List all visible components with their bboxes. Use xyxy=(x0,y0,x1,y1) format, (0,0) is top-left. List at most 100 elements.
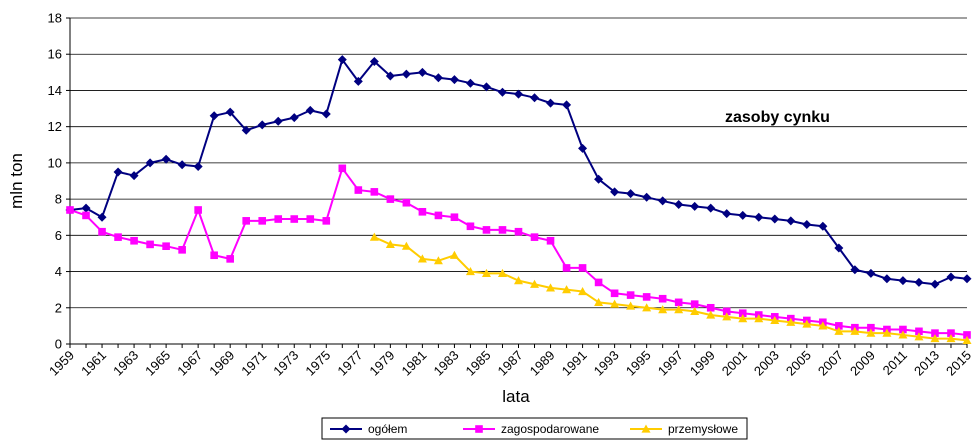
data-point xyxy=(674,305,684,314)
data-point xyxy=(465,267,475,276)
x-tick-label: 2011 xyxy=(880,348,910,378)
chart-annotation: zasoby cynku xyxy=(725,109,830,126)
data-point xyxy=(722,307,731,316)
x-tick-label: 2003 xyxy=(751,348,782,379)
x-tick-label: 1999 xyxy=(687,348,718,379)
data-point xyxy=(658,196,668,206)
data-point xyxy=(530,233,539,241)
series-2 xyxy=(66,164,971,339)
data-point xyxy=(242,217,250,225)
data-point xyxy=(690,306,700,315)
data-point xyxy=(497,268,507,277)
data-point xyxy=(97,212,107,222)
data-point xyxy=(962,335,972,344)
data-point xyxy=(738,314,748,323)
data-point xyxy=(418,207,427,216)
data-point xyxy=(642,192,652,202)
x-tick-label: 1993 xyxy=(591,348,622,379)
data-point xyxy=(322,217,331,225)
data-point xyxy=(786,216,796,226)
data-point xyxy=(882,274,892,284)
data-point xyxy=(161,154,171,164)
data-point xyxy=(610,187,620,197)
x-tick-label: 1983 xyxy=(430,348,461,379)
data-point xyxy=(481,268,491,277)
y-tick-label: 8 xyxy=(55,192,62,207)
data-point xyxy=(690,300,699,308)
data-point xyxy=(433,256,443,265)
data-point xyxy=(914,277,924,287)
y-tick-label: 4 xyxy=(55,264,62,279)
legend-label: zagospodarowane xyxy=(501,422,599,436)
data-point xyxy=(146,240,154,249)
data-series xyxy=(65,55,972,344)
data-point xyxy=(178,246,186,254)
x-tick-label: 1963 xyxy=(110,348,141,379)
data-point xyxy=(386,195,395,203)
data-point xyxy=(530,93,540,103)
data-point xyxy=(610,289,619,298)
data-point xyxy=(786,317,796,326)
data-point xyxy=(738,309,747,318)
data-point xyxy=(931,329,939,337)
data-point xyxy=(481,82,491,92)
data-point xyxy=(754,212,764,222)
data-point xyxy=(690,201,700,211)
series-line xyxy=(373,236,968,342)
data-point xyxy=(450,213,459,222)
data-point xyxy=(706,310,716,319)
data-point xyxy=(497,87,507,97)
data-point xyxy=(514,227,523,236)
y-tick-label: 14 xyxy=(48,83,62,98)
data-point xyxy=(738,210,748,220)
legend: ogółem zagospodarowane przemysłowe xyxy=(321,417,748,440)
data-point xyxy=(674,298,683,307)
data-point xyxy=(835,322,843,330)
y-tick-label: 16 xyxy=(48,47,62,62)
data-point xyxy=(642,303,652,312)
data-point xyxy=(754,314,764,323)
data-point xyxy=(802,319,812,328)
data-point xyxy=(722,312,732,321)
data-point xyxy=(866,328,876,337)
data-point xyxy=(658,294,667,303)
data-point xyxy=(434,211,443,220)
data-point xyxy=(850,265,860,275)
x-axis-title: lata xyxy=(502,387,530,406)
data-point xyxy=(194,206,202,214)
data-point xyxy=(353,76,363,86)
data-point xyxy=(209,111,219,121)
data-point xyxy=(66,206,74,214)
x-tick-label: 1995 xyxy=(623,348,654,379)
data-point xyxy=(770,214,780,224)
legend-swatch-marker xyxy=(341,424,351,434)
data-point xyxy=(834,243,844,253)
y-tick-label: 12 xyxy=(48,119,62,134)
x-tick-label: 1987 xyxy=(495,348,526,379)
data-point xyxy=(226,255,234,263)
data-point xyxy=(594,297,604,306)
data-point xyxy=(369,56,379,66)
data-point xyxy=(930,334,940,343)
x-tick-label: 1959 xyxy=(46,348,77,379)
data-point xyxy=(514,89,523,99)
data-point xyxy=(898,330,908,339)
x-tick-label: 1977 xyxy=(334,348,365,379)
data-point xyxy=(417,254,427,263)
data-point xyxy=(626,301,636,310)
data-point xyxy=(546,236,555,245)
y-tick-label: 2 xyxy=(55,300,62,315)
x-tick-label: 1971 xyxy=(238,348,269,379)
data-point xyxy=(130,236,138,245)
data-point xyxy=(562,264,571,272)
x-tick-label: 1967 xyxy=(174,348,205,379)
data-point xyxy=(465,78,475,88)
x-tick-label: 2013 xyxy=(911,348,942,379)
x-tick-label: 1969 xyxy=(206,348,237,379)
data-point xyxy=(770,315,780,325)
data-point xyxy=(850,326,860,335)
data-point xyxy=(290,215,299,223)
y-tick-label: 6 xyxy=(55,228,62,243)
x-tick-label: 2001 xyxy=(719,348,750,379)
